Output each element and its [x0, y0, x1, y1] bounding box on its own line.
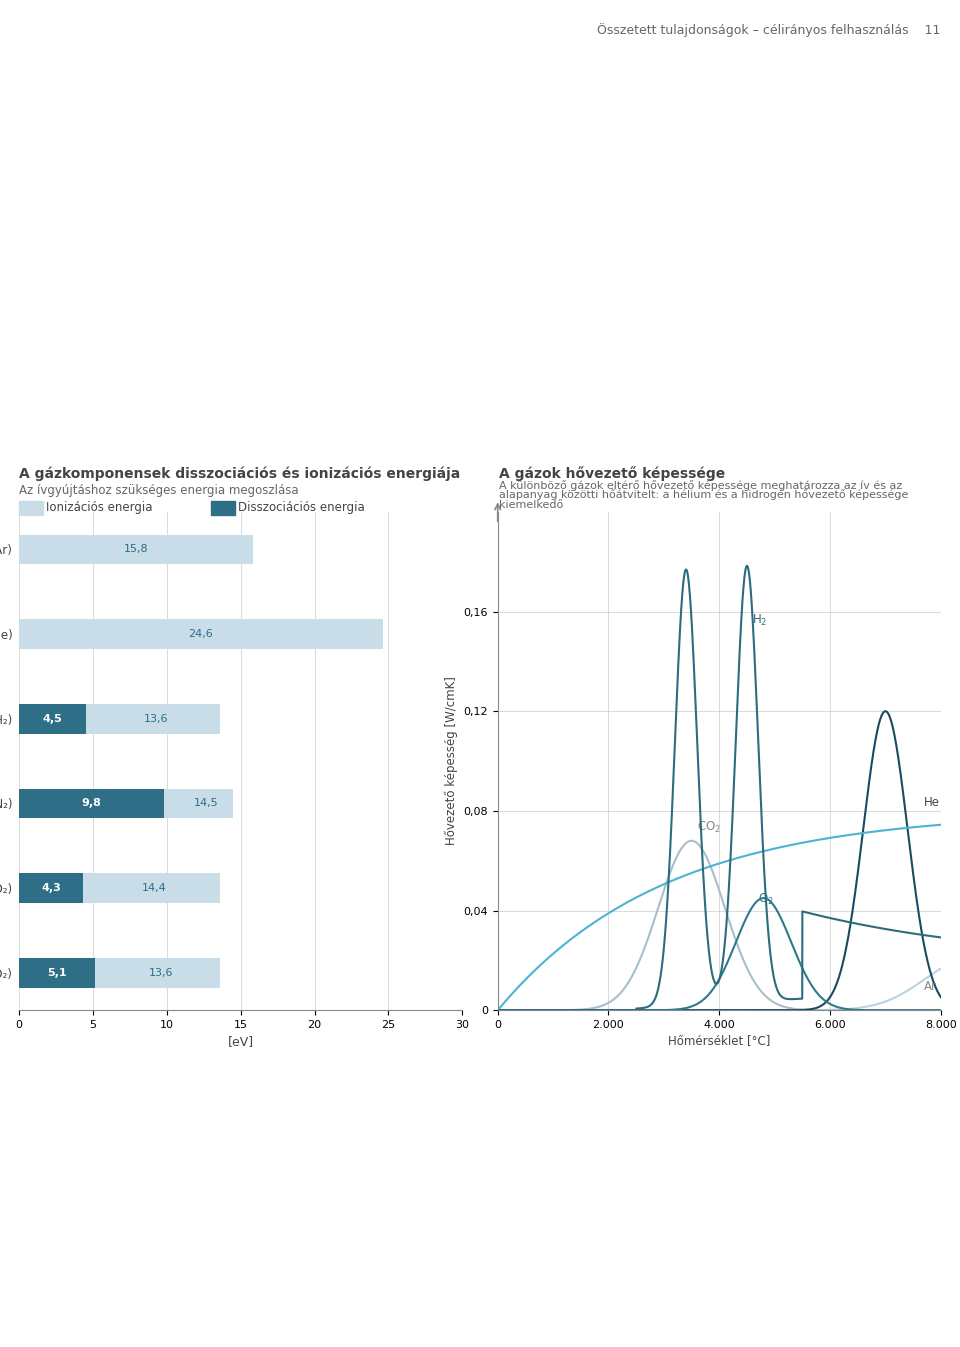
Text: 4,3: 4,3 — [41, 884, 60, 893]
Text: 24,6: 24,6 — [188, 629, 213, 638]
Bar — [19, 620, 382, 649]
Text: A különböző gázok eltérő hővezető képessége meghatározza az ív és az: A különböző gázok eltérő hővezető képess… — [499, 480, 902, 490]
Text: Ar: Ar — [924, 981, 937, 993]
Text: O$_2$: O$_2$ — [758, 892, 774, 907]
Bar — [19, 788, 233, 818]
Text: He: He — [924, 796, 940, 810]
Text: kiemelkedő: kiemelkedő — [499, 500, 564, 509]
X-axis label: Hőmérséklet [°C]: Hőmérséklet [°C] — [668, 1036, 771, 1048]
Text: Az ívgyújtáshoz szükséges energia megoszlása: Az ívgyújtáshoz szükséges energia megosz… — [19, 485, 299, 497]
Bar — [19, 958, 220, 987]
Bar — [19, 704, 85, 734]
Text: A gázkomponensek disszociációs és ionizációs energiája: A gázkomponensek disszociációs és ionizá… — [19, 466, 461, 481]
Text: 14,4: 14,4 — [142, 884, 167, 893]
Text: H$_2$: H$_2$ — [753, 613, 768, 628]
X-axis label: [eV]: [eV] — [228, 1036, 253, 1048]
Text: 13,6: 13,6 — [149, 967, 174, 978]
Bar — [19, 704, 220, 734]
Text: A gázok hővezető képessége: A gázok hővezető képessége — [499, 466, 726, 481]
Y-axis label: Hővezető képesség [W/cmK]: Hővezető képesség [W/cmK] — [444, 676, 458, 846]
Text: CO$_2$: CO$_2$ — [697, 820, 721, 835]
Text: Összetett tulajdonságok – célirányos felhasználás    11: Összetett tulajdonságok – célirányos fel… — [597, 23, 941, 36]
Text: 13,6: 13,6 — [144, 714, 168, 723]
Text: Ionizációs energia: Ionizációs energia — [46, 501, 153, 515]
Text: 9,8: 9,8 — [82, 799, 102, 808]
Bar — [19, 873, 220, 902]
Bar — [19, 788, 164, 818]
Text: 15,8: 15,8 — [124, 544, 148, 555]
Text: 5,1: 5,1 — [47, 967, 66, 978]
Bar — [19, 958, 94, 987]
Text: alapanyag közötti hőátvitelt: a hélium és a hidrogén hővezető képessége: alapanyag közötti hőátvitelt: a hélium é… — [499, 489, 908, 500]
Bar — [19, 535, 252, 564]
Text: 4,5: 4,5 — [42, 714, 62, 723]
Bar — [19, 873, 83, 902]
Text: 14,5: 14,5 — [194, 799, 218, 808]
Text: Disszociációs energia: Disszociációs energia — [238, 501, 365, 515]
